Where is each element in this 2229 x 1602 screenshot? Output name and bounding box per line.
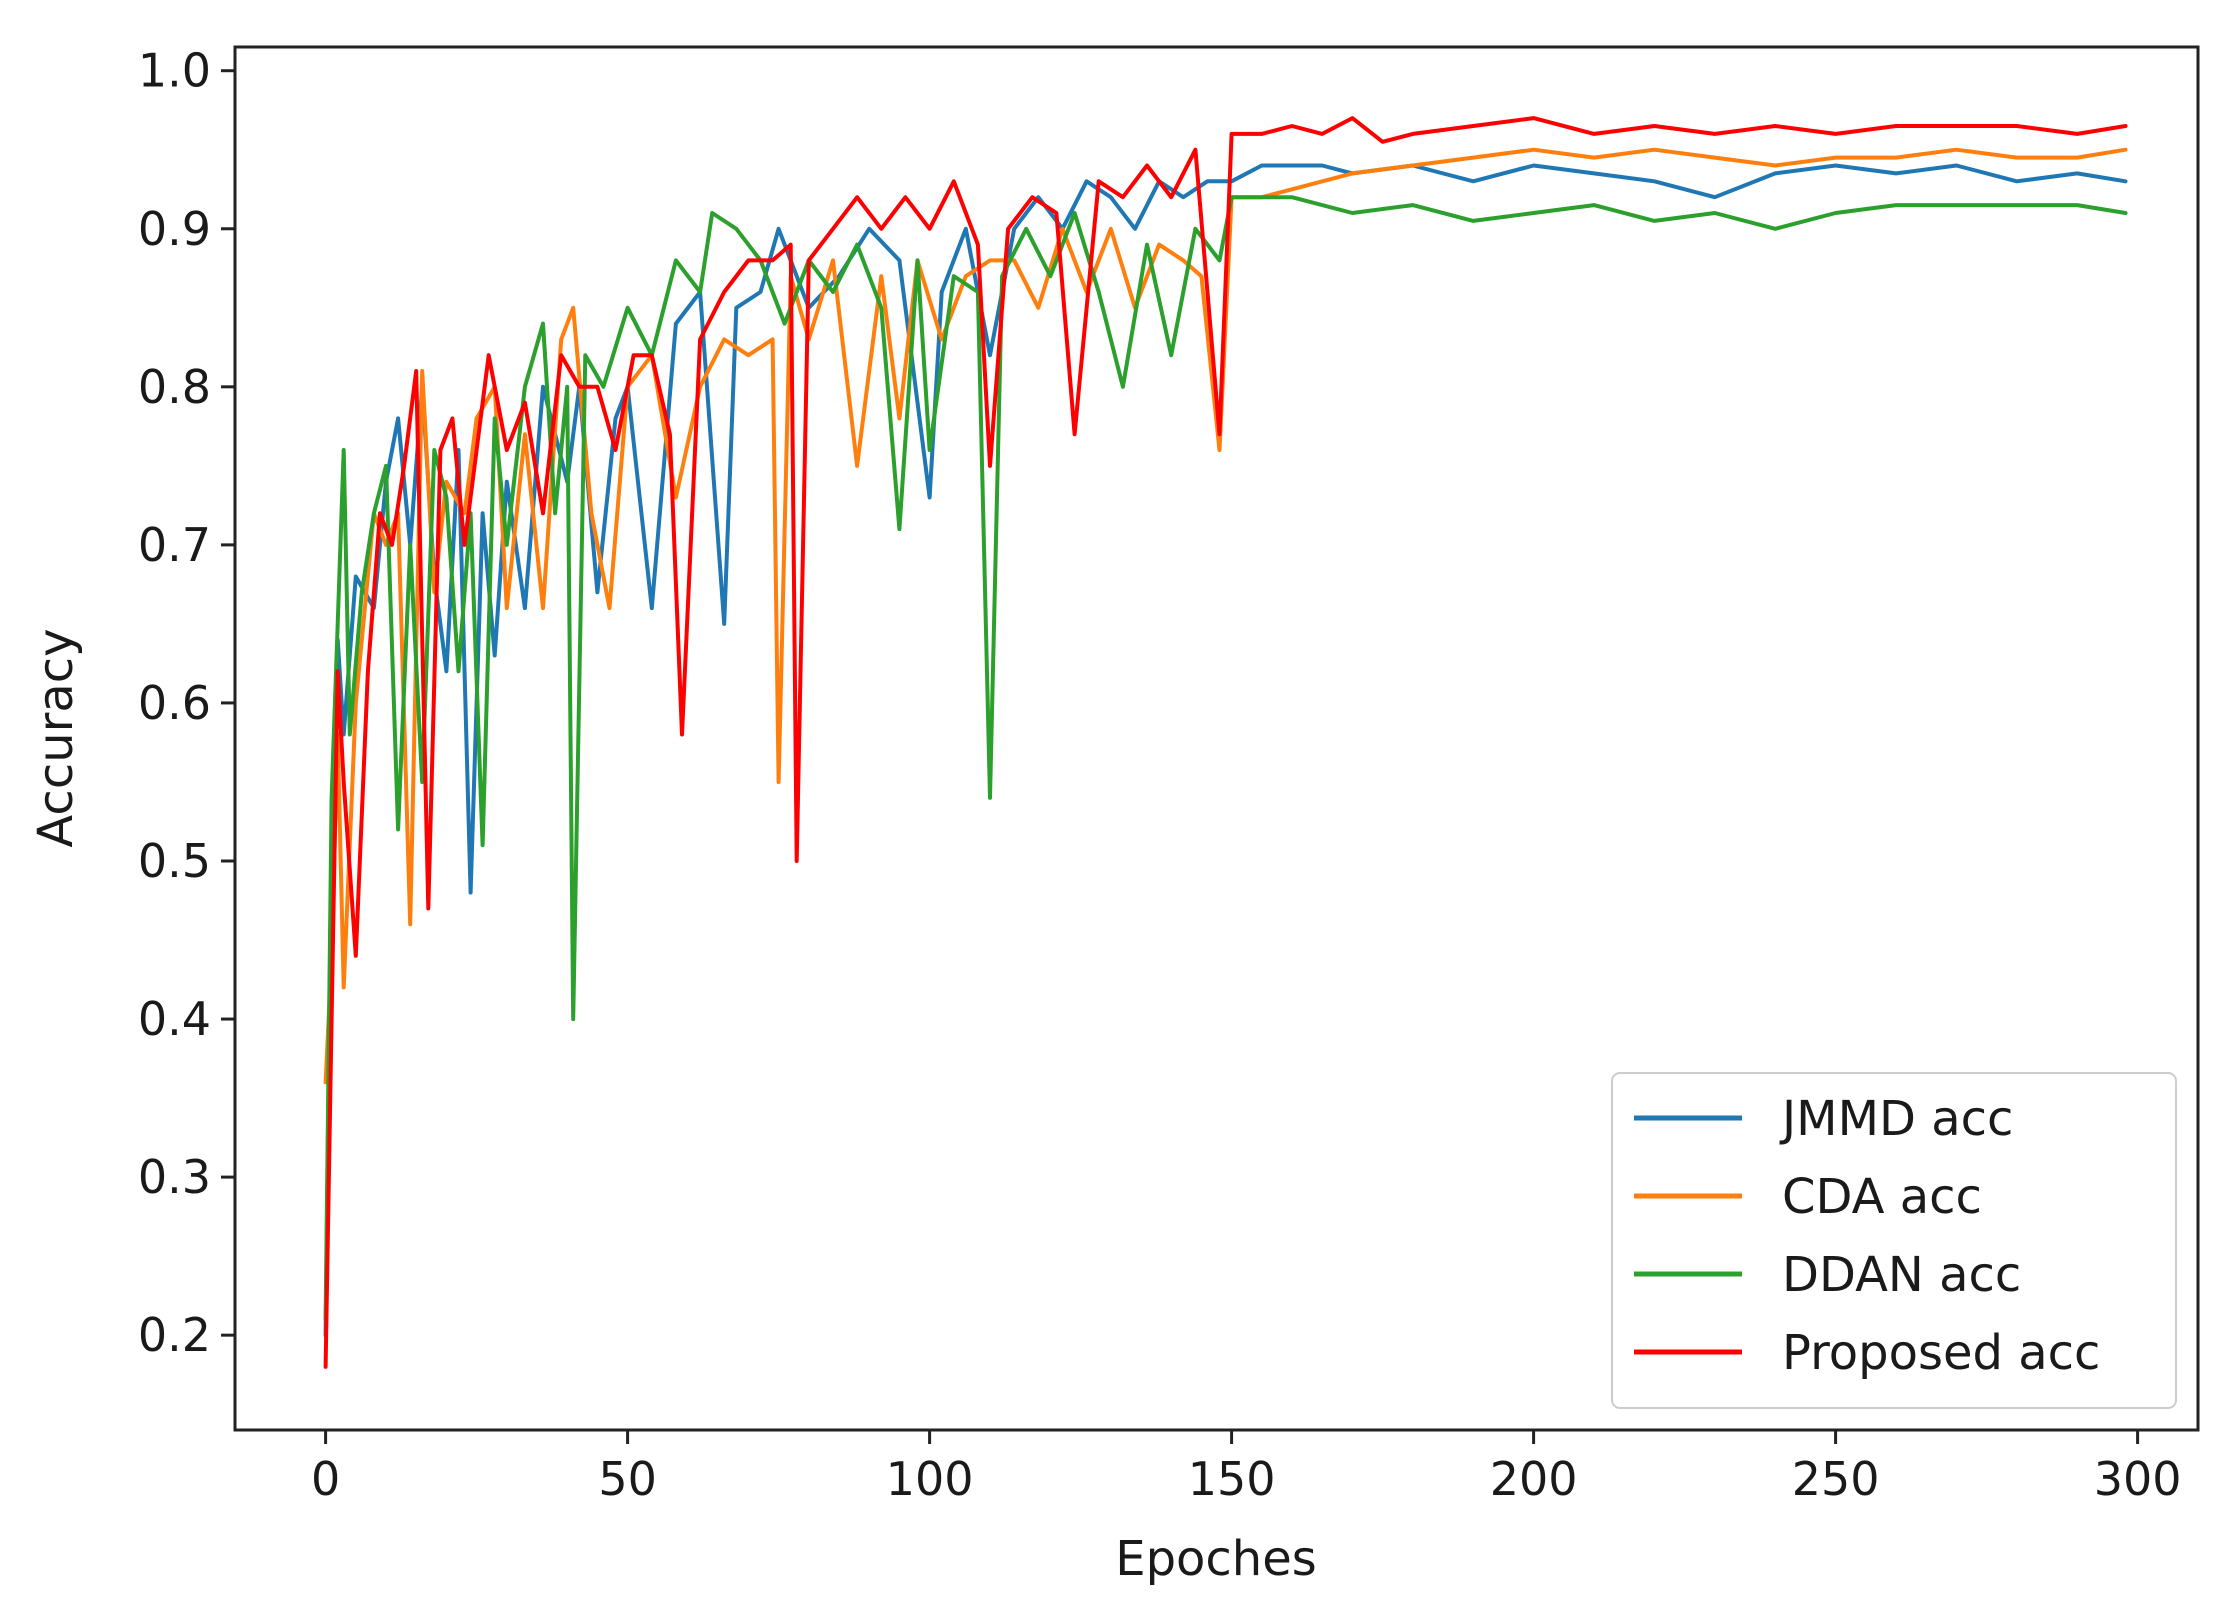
x-tick-label: 150: [1188, 1452, 1276, 1506]
y-tick-label: 0.7: [138, 518, 211, 572]
y-axis-label: Accuracy: [28, 628, 84, 847]
y-tick-label: 1.0: [138, 44, 211, 98]
legend-label: JMMD acc: [1779, 1091, 2013, 1147]
x-axis-label: Epoches: [1115, 1531, 1317, 1587]
legend-label: DDAN acc: [1782, 1247, 2021, 1303]
y-tick-label: 0.6: [138, 676, 211, 730]
legend: JMMD acc CDA acc DDAN acc Proposed acc: [1611, 1072, 2177, 1409]
y-tick-label: 0.8: [138, 360, 211, 414]
legend-label: CDA acc: [1782, 1169, 1982, 1225]
x-tick-label: 250: [1792, 1452, 1880, 1506]
legend-label: Proposed acc: [1782, 1325, 2100, 1381]
y-tick-label: 0.2: [138, 1308, 211, 1362]
x-tick-label: 50: [598, 1452, 657, 1506]
y-tick-label: 0.3: [138, 1150, 211, 1204]
y-tick-label: 0.9: [138, 202, 211, 256]
series-layer: [323, 116, 2128, 1369]
series-line-4: [323, 116, 2128, 1369]
x-tick-label: 200: [1490, 1452, 1578, 1506]
x-tick-label: 300: [2094, 1452, 2182, 1506]
series-line-2: [323, 147, 2128, 1085]
y-tick-label: 0.5: [138, 834, 211, 888]
y-tick-label: 0.4: [138, 992, 211, 1046]
legend-box: [1611, 1072, 2177, 1409]
x-axis-ticks: 0 50 100 150 200 250 300: [311, 1430, 2182, 1506]
x-tick-label: 100: [886, 1452, 974, 1506]
x-tick-label: 0: [311, 1452, 340, 1506]
y-axis-ticks: 0.2 0.3 0.4 0.5 0.6 0.7 0.8 0.9 1.0: [138, 44, 235, 1362]
